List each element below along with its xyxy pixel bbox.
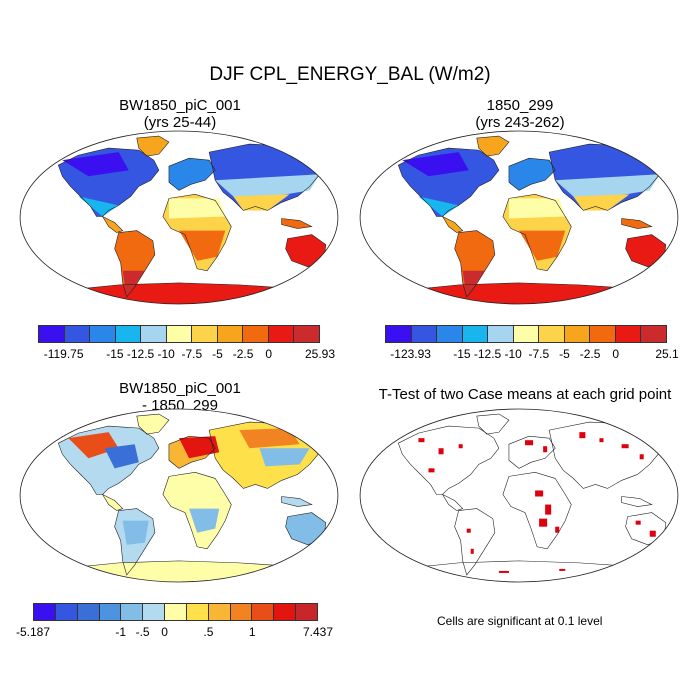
colorbar-tick-label: 25.93 bbox=[304, 347, 336, 361]
panel-1-title: BW1850_piC_001 (yrs 25-44) bbox=[20, 97, 340, 131]
colorbar-tick-label: -2.5 bbox=[232, 347, 254, 361]
figure-title: DJF CPL_ENERGY_BAL (W/m2) bbox=[209, 64, 491, 85]
colorbar-tick-label: 1 bbox=[248, 625, 256, 639]
panel-4-title: T-Test of two Case means at each grid po… bbox=[378, 386, 672, 403]
colorbar-swatch bbox=[208, 604, 231, 620]
colorbar-swatch bbox=[90, 326, 116, 342]
colorbar-tick-label: -10 bbox=[157, 347, 175, 361]
colorbar-tick-label: 25.1 bbox=[655, 347, 679, 361]
colorbar-tick-label: 7.437 bbox=[302, 625, 334, 639]
colorbar-swatch bbox=[64, 326, 91, 342]
colorbar-tick-label: -7.5 bbox=[181, 347, 203, 361]
colorbar-tick-label: -7.5 bbox=[528, 347, 550, 361]
colorbar-tick-label: -12.5 bbox=[126, 347, 155, 361]
colorbar-swatch bbox=[230, 604, 253, 620]
colorbar-swatch bbox=[294, 326, 320, 342]
colorbar-swatch bbox=[99, 604, 122, 620]
colorbar-swatch bbox=[39, 326, 65, 342]
panel-1-title-line1: BW1850_piC_001 bbox=[119, 97, 241, 114]
colorbar-swatch bbox=[437, 326, 463, 342]
colorbar-swatch bbox=[539, 326, 565, 342]
colorbar-tick-label: 0 bbox=[612, 347, 620, 361]
colorbar-swatch bbox=[590, 326, 616, 342]
colorbar-swatch bbox=[192, 326, 218, 342]
map-case2 bbox=[359, 130, 679, 305]
colorbar-swatch bbox=[186, 604, 209, 620]
colorbar-tick-label: -15 bbox=[106, 347, 124, 361]
colorbar-tick-label: -5.187 bbox=[15, 625, 51, 639]
colorbar-tick-label: -2.5 bbox=[579, 347, 601, 361]
colorbar-swatch bbox=[243, 326, 269, 342]
colorbar-tick-label: -1 bbox=[115, 625, 127, 639]
colorbar-swatch bbox=[274, 604, 297, 620]
panel-3-title-line1: BW1850_piC_001 bbox=[119, 380, 241, 397]
colorbar-swatch bbox=[77, 604, 100, 620]
colorbar-tick-label: -5 bbox=[559, 347, 570, 361]
colorbar-difference bbox=[33, 603, 318, 621]
colorbar-tick-label: -5 bbox=[212, 347, 223, 361]
map-ttest bbox=[359, 408, 679, 583]
colorbar-tick-label: .5 bbox=[203, 625, 214, 639]
colorbar-swatch bbox=[121, 604, 144, 620]
colorbar-swatch bbox=[462, 326, 489, 342]
colorbar-swatch bbox=[386, 326, 412, 342]
colorbar-swatch bbox=[252, 604, 275, 620]
colorbar-tick-label: 0 bbox=[265, 347, 273, 361]
map-case1 bbox=[19, 130, 339, 305]
colorbar-swatch bbox=[115, 326, 142, 342]
colorbar-swatch bbox=[34, 604, 56, 620]
colorbar-swatch bbox=[615, 326, 642, 342]
map-difference bbox=[19, 408, 339, 583]
colorbar-tick-label: -.5 bbox=[135, 625, 150, 639]
colorbar-swatch bbox=[641, 326, 667, 342]
colorbar-swatch bbox=[55, 604, 78, 620]
colorbar-tick-label: -15 bbox=[453, 347, 471, 361]
colorbar-case2 bbox=[385, 325, 667, 343]
colorbar-swatch bbox=[296, 604, 317, 620]
colorbar-swatch bbox=[217, 326, 244, 342]
colorbar-swatch bbox=[564, 326, 591, 342]
colorbar-swatch bbox=[165, 604, 187, 620]
colorbar-swatch bbox=[268, 326, 295, 342]
colorbar-tick-label: -12.5 bbox=[473, 347, 502, 361]
colorbar-swatch bbox=[141, 326, 167, 342]
colorbar-swatch bbox=[166, 326, 193, 342]
colorbar-swatch bbox=[411, 326, 438, 342]
colorbar-tick-label: -123.93 bbox=[390, 347, 431, 361]
colorbar-tick-label: 0 bbox=[161, 625, 168, 639]
colorbar-tick-label: -119.75 bbox=[43, 347, 84, 361]
colorbar-case1 bbox=[38, 325, 320, 343]
panel-1-title-line2: (yrs 25-44) bbox=[143, 114, 217, 131]
colorbar-swatch bbox=[513, 326, 540, 342]
significant-cells bbox=[418, 432, 656, 573]
significance-note: Cells are significant at 0.1 level bbox=[437, 614, 603, 628]
colorbar-swatch bbox=[143, 604, 166, 620]
panel-2-title-line1: 1850_299 bbox=[486, 97, 554, 114]
colorbar-tick-label: -10 bbox=[504, 347, 522, 361]
colorbar-swatch bbox=[488, 326, 514, 342]
panel-2-title: 1850_299 (yrs 243-262) bbox=[360, 97, 680, 131]
panel-2-title-line2: (yrs 243-262) bbox=[475, 114, 565, 131]
